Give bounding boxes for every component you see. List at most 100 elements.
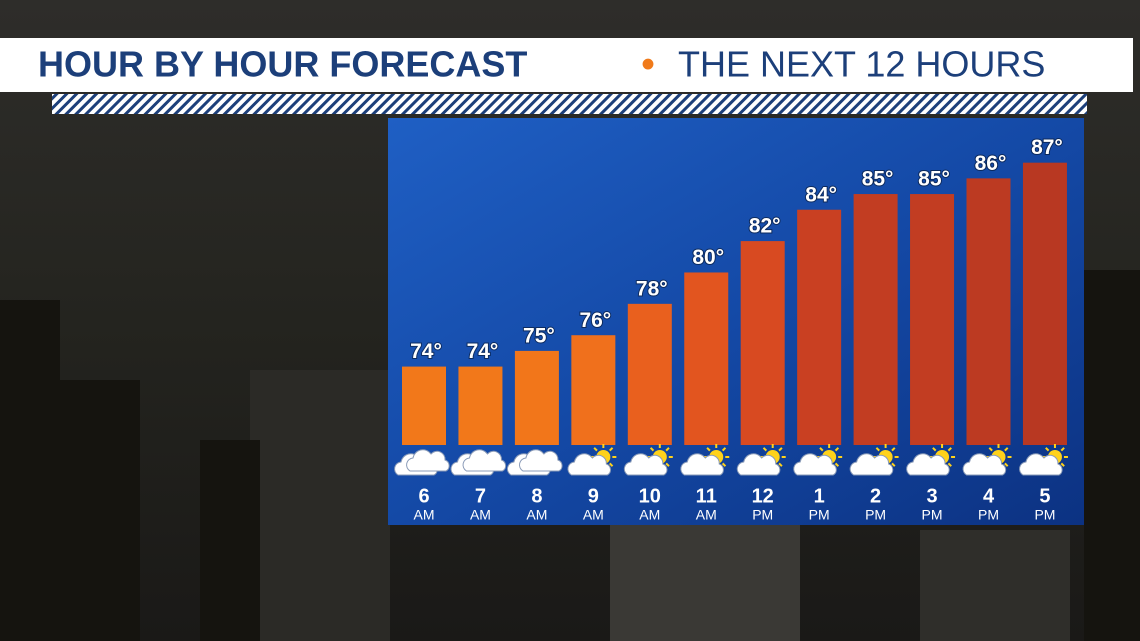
value-label: 80°: [692, 246, 724, 269]
x-tick-period: PM: [752, 507, 773, 523]
cloud: [567, 453, 611, 476]
sun-ray: [762, 447, 768, 452]
sun-ray: [706, 447, 711, 452]
sun-ray: [1004, 447, 1009, 452]
x-tick-label: 5: [1039, 485, 1050, 507]
value-label: 74°: [467, 340, 499, 363]
sun-ray: [834, 462, 840, 467]
cloud: [680, 453, 724, 476]
weather-icon: [1019, 444, 1068, 476]
cloud: [736, 453, 781, 476]
value-label: 76°: [579, 309, 611, 332]
sun-ray: [891, 447, 896, 452]
bar: [402, 366, 446, 445]
value-label: 84°: [805, 183, 837, 206]
x-tick-period: AM: [526, 507, 547, 523]
x-tick-label: 7: [475, 485, 486, 507]
value-label: 75°: [523, 324, 555, 347]
weather-icon: [849, 444, 899, 476]
weather-icon: [962, 444, 1012, 476]
sun-ray: [1045, 447, 1050, 452]
x-tick-period: AM: [414, 507, 435, 523]
hatch-stripe: [52, 94, 1087, 114]
value-label: 85°: [918, 168, 950, 191]
weather-icon: [736, 444, 786, 476]
x-tick-label: 9: [588, 485, 599, 507]
cloud: [462, 449, 507, 472]
sun-ray: [593, 447, 598, 452]
bar: [514, 350, 559, 445]
sun-ray: [1060, 447, 1065, 452]
cloud: [406, 449, 450, 472]
x-tick-period: AM: [696, 507, 717, 523]
bar: [627, 303, 672, 445]
weather-icon: [906, 444, 956, 476]
sun-ray: [1004, 462, 1009, 467]
x-tick-period: AM: [470, 507, 491, 523]
sun-ray: [649, 447, 655, 452]
bar: [684, 272, 729, 445]
value-label: 78°: [636, 277, 668, 300]
x-tick-period: PM: [809, 507, 830, 523]
bar: [458, 366, 503, 445]
value-label: 85°: [862, 168, 894, 191]
cloud: [518, 449, 563, 472]
sun-ray: [947, 447, 952, 452]
sun-ray: [665, 462, 670, 467]
weather-icon: [567, 444, 617, 476]
bar: [853, 194, 898, 445]
sun-ray: [1060, 462, 1065, 467]
bar: [797, 209, 842, 445]
title-bar: [0, 38, 1133, 92]
sun-ray: [988, 447, 993, 452]
x-tick-label: 6: [418, 485, 429, 507]
x-tick-period: PM: [865, 507, 886, 523]
bar: [910, 194, 955, 445]
cloud: [849, 453, 894, 476]
weather-icon: [506, 449, 563, 476]
x-tick-label: 3: [926, 485, 937, 507]
value-label: 86°: [975, 152, 1007, 175]
x-tick-label: 2: [870, 485, 881, 507]
sun-ray: [932, 447, 937, 452]
value-label: 74°: [410, 340, 442, 363]
x-tick-label: 12: [752, 485, 774, 507]
x-tick-period: AM: [639, 507, 660, 523]
sun-ray: [819, 447, 824, 452]
sun-ray: [947, 462, 952, 467]
sun-ray: [609, 447, 614, 452]
x-tick-label: 8: [531, 485, 542, 507]
title-separator: •: [641, 43, 655, 87]
cloud: [906, 453, 950, 476]
cloud: [793, 453, 837, 476]
value-label: 87°: [1031, 136, 1063, 159]
x-tick-label: 4: [983, 485, 995, 507]
chart-subtitle: THE NEXT 12 HOURS: [678, 44, 1045, 85]
x-tick-period: PM: [978, 507, 999, 523]
value-label: 82°: [749, 215, 781, 238]
sun-ray: [778, 462, 783, 467]
x-tick-period: PM: [1034, 507, 1055, 523]
x-tick-period: PM: [922, 507, 943, 523]
cloud: [1019, 453, 1063, 476]
cloud: [962, 453, 1007, 476]
x-tick-label: 11: [696, 485, 717, 507]
x-tick-label: 1: [814, 485, 825, 507]
weather-icon: [623, 444, 673, 476]
weather-icon: [680, 444, 730, 476]
bar: [571, 335, 616, 445]
bar: [1022, 162, 1067, 445]
x-tick-label: 10: [639, 485, 661, 507]
bar: [740, 241, 785, 445]
weather-icon: [793, 444, 843, 476]
sun-ray: [875, 447, 880, 452]
city-silhouette: [0, 270, 1140, 641]
sun-ray: [609, 462, 614, 467]
sun-ray: [778, 447, 783, 452]
chart-title: HOUR BY HOUR FORECAST: [38, 44, 527, 85]
cloud: [623, 453, 668, 476]
sun-ray: [721, 462, 727, 467]
x-tick-period: AM: [583, 507, 604, 523]
bar: [966, 178, 1011, 446]
